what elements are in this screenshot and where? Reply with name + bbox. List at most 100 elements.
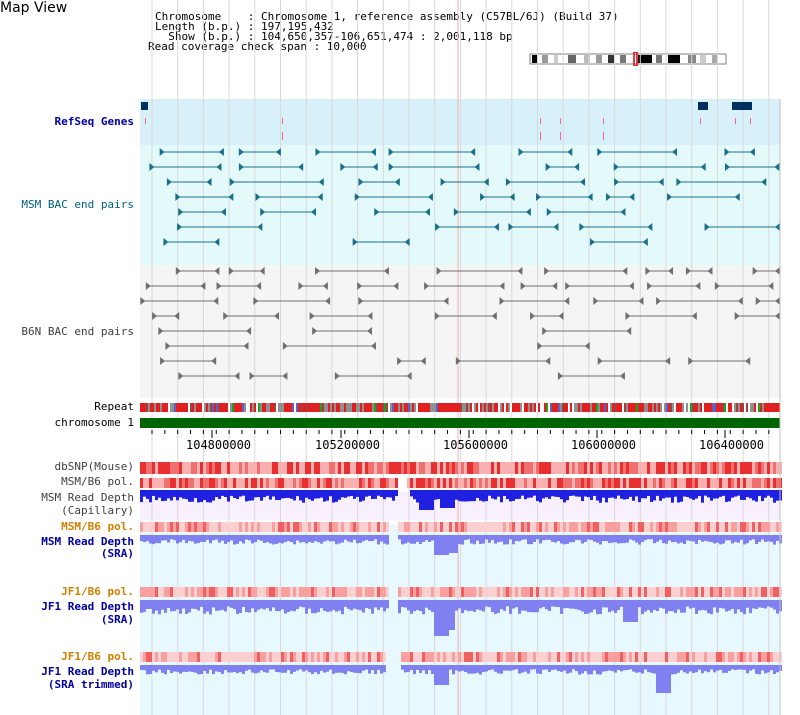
depth-bar	[524, 535, 527, 540]
depth-bar	[506, 665, 509, 671]
depth-bar	[419, 535, 422, 544]
chromosome-ideogram[interactable]	[528, 52, 728, 66]
heat-cell	[242, 652, 245, 662]
heat-cell	[776, 652, 779, 662]
heat-cell	[413, 587, 416, 597]
depth-bar	[542, 490, 545, 499]
heat-cell	[569, 652, 572, 662]
heat-cell	[563, 478, 566, 488]
depth-bar	[449, 490, 452, 508]
depth-bar	[617, 600, 620, 611]
heat-cell	[743, 587, 746, 597]
depth-bar	[629, 600, 632, 622]
depth-bar	[389, 490, 392, 498]
heat-cell	[446, 462, 449, 474]
depth-bar	[455, 535, 458, 553]
depth-bar	[452, 600, 455, 630]
depth-bar	[287, 665, 290, 670]
heat-cell	[440, 587, 443, 597]
heat-cell	[347, 587, 350, 597]
heat-cell	[761, 478, 764, 488]
repeat-segment	[354, 403, 356, 412]
depth-bar	[548, 665, 551, 672]
heat-cell	[623, 462, 626, 474]
repeat-segment	[584, 403, 586, 412]
heat-cell	[491, 652, 494, 662]
depth-bar	[695, 535, 698, 545]
depth-bar	[665, 490, 668, 498]
heat-cell	[494, 587, 497, 597]
repeat-segment	[752, 403, 754, 412]
heat-cell	[182, 462, 185, 474]
depth-bar	[422, 490, 425, 510]
heat-cell	[305, 478, 308, 488]
heat-cell	[629, 462, 632, 474]
depth-bar	[716, 490, 719, 499]
repeat-segment	[454, 403, 456, 412]
depth-bar	[356, 535, 359, 544]
heat-cell	[665, 478, 668, 488]
depth-bar	[491, 535, 494, 541]
heat-cell	[365, 652, 368, 662]
depth-bar	[728, 535, 731, 541]
heat-cell	[620, 587, 623, 597]
heat-cell	[485, 478, 488, 488]
depth-bar	[638, 490, 641, 503]
heat-cell	[152, 522, 155, 532]
b6n-bac-track-label[interactable]: B6N BAC end pairs	[21, 325, 134, 338]
heat-cell	[491, 587, 494, 597]
depth-bar	[515, 600, 518, 608]
depth-bar	[383, 665, 386, 673]
depth-bar	[299, 535, 302, 543]
heat-cell	[317, 462, 320, 474]
depth-bar	[230, 600, 233, 608]
heat-cell	[458, 478, 461, 488]
depth-bar	[218, 535, 221, 543]
repeat-segment	[544, 403, 546, 412]
msm-bac-pair-end	[238, 163, 244, 171]
heat-cell	[683, 652, 686, 662]
heat-cell	[380, 587, 383, 597]
depth-bar	[416, 665, 419, 670]
heat-cell	[578, 462, 581, 474]
ideogram-band	[700, 55, 706, 63]
heat-cell	[299, 587, 302, 597]
heat-cell	[749, 587, 752, 597]
depth-bar	[233, 600, 236, 610]
msm-bac-pair-end	[354, 193, 360, 201]
heat-cell	[386, 462, 389, 474]
repeat-segment	[690, 403, 692, 412]
repeat-segment	[358, 403, 360, 412]
depth-bar	[236, 600, 239, 615]
heat-cell	[278, 652, 281, 662]
heat-cell	[374, 522, 377, 532]
heat-cell	[758, 478, 761, 488]
msm-bac-pair-end	[440, 178, 446, 186]
heat-cell	[188, 478, 191, 488]
heat-cell	[533, 478, 536, 488]
heat-cell	[239, 462, 242, 474]
heat-cell	[143, 522, 146, 532]
refseq-marker	[750, 118, 751, 124]
heat-cell	[500, 652, 503, 662]
heat-cell	[764, 587, 767, 597]
msm-bac-track-label[interactable]: MSM BAC end pairs	[21, 198, 134, 211]
depth-bar	[398, 535, 401, 540]
heat-cell	[491, 522, 494, 532]
repeat-segment	[326, 403, 328, 412]
depth-bar	[185, 535, 188, 544]
depth-bar	[455, 600, 458, 611]
depth-bar	[593, 665, 596, 671]
refseq-track-label[interactable]: RefSeq Genes	[54, 115, 134, 128]
depth-bar	[236, 490, 239, 499]
heat-cell	[710, 587, 713, 597]
heat-cell	[233, 587, 236, 597]
heat-cell	[293, 462, 296, 474]
repeat-segment	[464, 403, 466, 412]
heat-cell	[698, 478, 701, 488]
refseq-gene	[141, 102, 148, 110]
depth-bar	[164, 490, 167, 501]
heat-cell	[149, 587, 152, 597]
heat-cell	[146, 522, 149, 532]
